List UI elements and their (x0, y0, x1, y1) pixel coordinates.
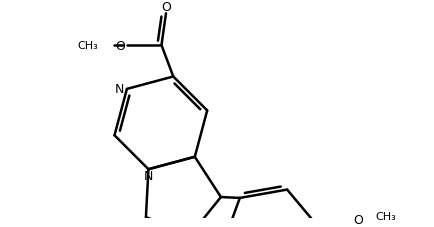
Text: O: O (161, 1, 171, 14)
Text: O: O (353, 213, 363, 226)
Text: O: O (115, 39, 125, 52)
Text: CH₃: CH₃ (77, 41, 98, 51)
Text: N: N (144, 169, 153, 182)
Text: CH₃: CH₃ (376, 211, 396, 221)
Text: N: N (115, 83, 125, 96)
